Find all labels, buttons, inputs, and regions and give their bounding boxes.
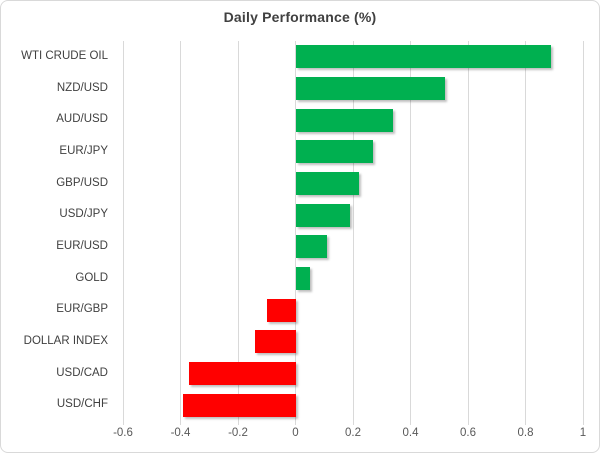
bar-eur-jpy — [295, 140, 374, 164]
gridline — [180, 41, 181, 421]
gridline — [467, 41, 469, 421]
x-tick-label: -0.4 — [170, 427, 191, 439]
bar-gbp-usd — [295, 172, 359, 195]
axis-tick — [525, 421, 526, 425]
bar-usd-chf — [183, 393, 296, 417]
category-label: EUR/USD — [56, 240, 108, 252]
plot-area — [122, 41, 584, 425]
gridline — [582, 41, 584, 421]
x-tick-label: 0.2 — [345, 427, 361, 439]
bar-eur-usd — [295, 235, 328, 259]
category-label: USD/CAD — [56, 366, 108, 379]
x-tick-label: 0 — [292, 427, 299, 439]
x-tick-label: 0.6 — [460, 427, 476, 439]
axis-tick — [352, 421, 354, 425]
category-label: DOLLAR INDEX — [23, 335, 108, 347]
category-label: EUR/GBP — [56, 303, 108, 316]
gridline — [122, 41, 124, 421]
x-tick-label: -0.6 — [113, 427, 133, 439]
bar-nzd-usd — [295, 77, 445, 100]
axis-tick — [237, 421, 239, 425]
x-tick-label: -0.2 — [228, 427, 248, 439]
axis-tick — [467, 421, 469, 425]
category-label: EUR/JPY — [59, 145, 108, 157]
category-label: WTI CRUDE OIL — [21, 50, 108, 62]
gridline — [237, 41, 239, 421]
axis-tick — [180, 421, 181, 425]
x-tick-label: 1 — [579, 427, 587, 439]
bar-aud-usd — [295, 108, 394, 132]
gridline — [525, 41, 526, 421]
bar-wti-crude-oil — [295, 45, 552, 69]
bar-gold — [295, 267, 310, 290]
category-label: USD/CHF — [56, 398, 108, 411]
category-label: GOLD — [75, 271, 108, 284]
category-label: USD/JPY — [59, 208, 108, 221]
axis-tick — [295, 421, 296, 425]
axis-tick — [582, 421, 584, 425]
axis-tick — [410, 421, 411, 425]
chart-title: Daily Performance (%) — [223, 9, 377, 25]
gridline — [295, 41, 296, 421]
bar-eur-gbp — [266, 298, 296, 322]
x-tick-label: 0.8 — [517, 427, 534, 439]
category-label: GBP/USD — [56, 176, 108, 189]
axis-tick — [122, 421, 124, 425]
x-tick-label: 0.4 — [402, 427, 419, 439]
category-label: AUD/USD — [56, 113, 108, 126]
gridline — [352, 41, 354, 421]
bar-usd-jpy — [295, 203, 351, 227]
category-label: NZD/USD — [56, 81, 108, 94]
bar-dollar-index — [255, 330, 296, 354]
gridline — [410, 41, 411, 421]
bar-usd-cad — [189, 362, 296, 385]
